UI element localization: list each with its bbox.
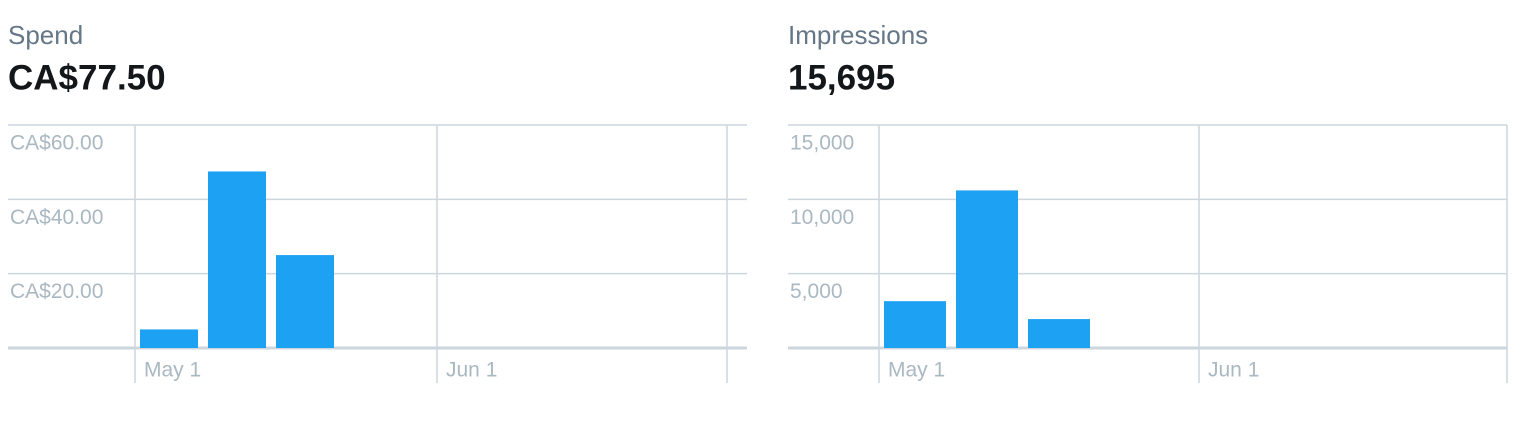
panel-headline: CA$77.50 (8, 58, 166, 97)
y-tick-label: 5,000 (790, 280, 843, 303)
y-tick-label: CA$40.00 (10, 206, 103, 229)
panel-headline: 15,695 (788, 58, 895, 97)
panel-title: Impressions (788, 20, 928, 50)
x-tick-label: Jun 1 (1208, 359, 1259, 382)
bar (884, 301, 946, 348)
x-tick-label: May 1 (144, 359, 201, 382)
bar (276, 255, 334, 348)
bar (140, 329, 198, 348)
bar (208, 171, 266, 348)
x-tick-label: May 1 (888, 359, 945, 382)
panel-title: Spend (8, 20, 83, 50)
y-tick-label: CA$60.00 (10, 132, 103, 155)
x-tick-label: Jun 1 (446, 359, 497, 382)
bar (1028, 319, 1090, 348)
y-tick-label: CA$20.00 (10, 280, 103, 303)
y-tick-label: 10,000 (790, 206, 854, 229)
bar (956, 190, 1018, 348)
y-tick-label: 15,000 (790, 132, 854, 155)
